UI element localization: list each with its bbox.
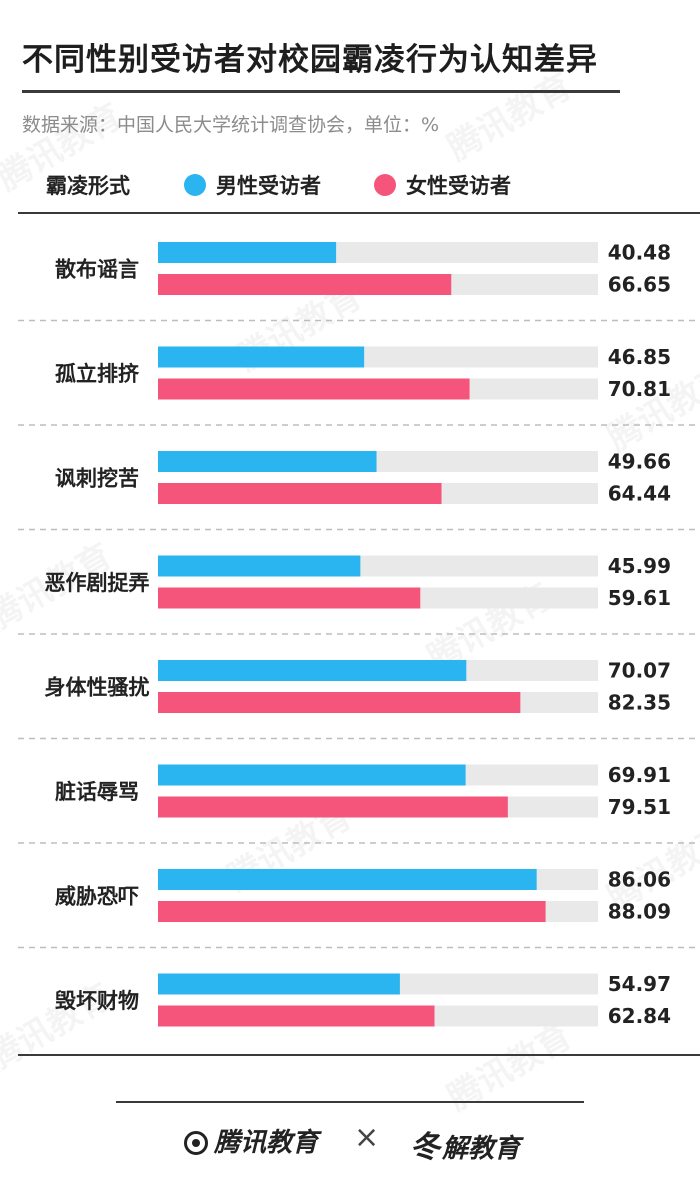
value-label-female: 66.65 — [608, 273, 671, 297]
header-divider — [18, 212, 700, 214]
bar-male — [158, 242, 337, 263]
value-label-male: 45.99 — [608, 554, 671, 578]
bar-male — [158, 973, 400, 995]
category-label: 散布谣言 — [55, 257, 139, 281]
value-label-female: 79.51 — [608, 795, 671, 819]
legend: 霸凌形式 男性受访者 女性受访者 — [22, 166, 698, 202]
legend-swatch-male — [184, 174, 206, 196]
collaboration-times-icon: × — [354, 1120, 380, 1155]
category-label: 威胁恐吓 — [55, 884, 139, 908]
bar-male — [158, 555, 361, 577]
value-label-male: 70.07 — [608, 659, 671, 683]
bar-female — [158, 587, 421, 609]
footer: 腾讯教育 × 冬解教育 — [0, 1118, 700, 1165]
value-label-female: 59.61 — [608, 586, 671, 610]
category-label: 孤立排挤 — [55, 362, 140, 386]
bar-male — [158, 660, 467, 681]
brand-partner: 冬解教育 — [410, 1122, 520, 1166]
value-label-male: 69.91 — [608, 763, 671, 787]
value-label-male: 54.97 — [608, 972, 671, 996]
value-label-female: 88.09 — [608, 900, 671, 924]
value-label-male: 86.06 — [608, 868, 671, 892]
brand-right-label: 解教育 — [442, 1134, 521, 1164]
bar-female — [158, 274, 452, 295]
bar-female — [158, 901, 546, 922]
legend-category-header: 霸凌形式 — [46, 174, 130, 198]
bar-female — [158, 1005, 435, 1027]
title-underline — [22, 90, 620, 93]
legend-label-female: 女性受访者 — [406, 174, 511, 198]
value-label-female: 82.35 — [608, 691, 671, 715]
bar-male — [158, 346, 365, 368]
bar-female — [158, 796, 508, 818]
brand-left-label: 腾讯教育 — [214, 1128, 319, 1158]
bar-female — [158, 378, 470, 400]
legend-item-female: 女性受访者 — [374, 170, 511, 200]
bar-male — [158, 451, 377, 472]
partner-logo-icon: 冬 — [410, 1130, 440, 1165]
chart-bottom-divider — [18, 1054, 700, 1056]
bar-male — [158, 764, 466, 786]
value-label-female: 62.84 — [608, 1004, 671, 1028]
category-label: 脏话辱骂 — [55, 780, 139, 804]
category-label: 恶作剧捉弄 — [45, 571, 150, 595]
category-label: 毁坏财物 — [55, 989, 139, 1013]
bar-female — [158, 692, 521, 713]
chart-title: 不同性别受访者对校园霸凌行为认知差异 — [22, 42, 598, 78]
category-label: 讽刺挖苦 — [55, 466, 139, 490]
legend-swatch-female — [374, 174, 396, 196]
tencent-education-logo-icon — [184, 1131, 208, 1155]
legend-item-male: 男性受访者 — [184, 170, 321, 200]
value-label-male: 40.48 — [608, 241, 671, 265]
bar-female — [158, 483, 442, 504]
category-label: 身体性骚扰 — [45, 675, 150, 699]
bar-male — [158, 869, 537, 890]
value-label-male: 46.85 — [608, 345, 671, 369]
value-label-female: 64.44 — [608, 482, 671, 506]
data-source-note: 数据来源：中国人民大学统计调查协会，单位：% — [22, 114, 440, 136]
legend-label-male: 男性受访者 — [216, 174, 321, 198]
brand-tencent-education: 腾讯教育 — [184, 1122, 318, 1159]
footer-divider — [116, 1101, 584, 1103]
value-label-female: 70.81 — [608, 377, 671, 401]
value-label-male: 49.66 — [608, 450, 671, 474]
